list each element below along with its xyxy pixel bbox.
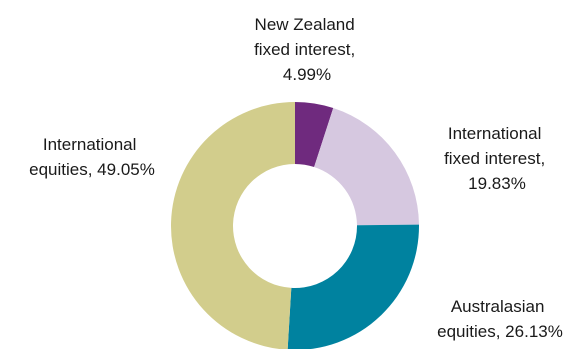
slice-label-intl-equities: International equities, 49.05% <box>29 135 155 179</box>
donut-slice-international-fixed-interest <box>314 108 419 226</box>
slice-label-intl-fixed-interest: International fixed interest, 19.83% <box>444 124 550 193</box>
donut-slice-international-equities <box>171 102 295 349</box>
donut-slice-australasian-equities <box>287 224 419 349</box>
slice-labels: New Zealand fixed interest, 4.99% Intern… <box>29 15 563 341</box>
slice-label-australasian-equities: Australasian equities, 26.13% <box>437 297 563 341</box>
slice-label-nz-fixed-interest: New Zealand fixed interest, 4.99% <box>254 15 360 84</box>
donut-slices <box>171 102 419 349</box>
donut-slice-new-zealand-fixed-interest <box>295 102 334 168</box>
